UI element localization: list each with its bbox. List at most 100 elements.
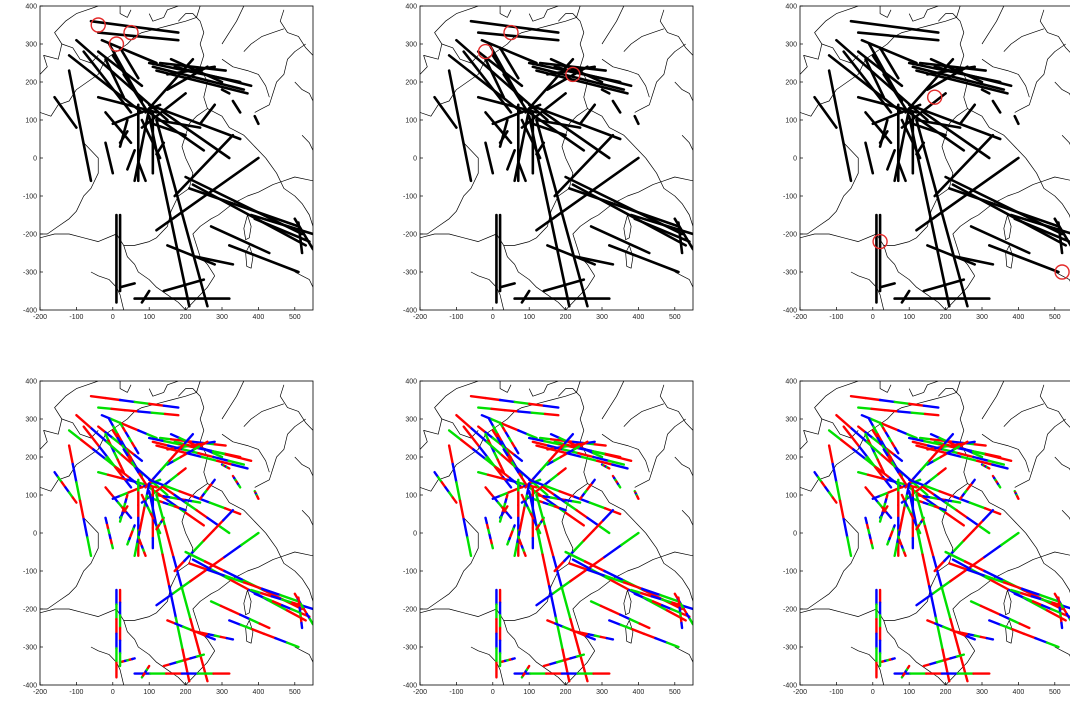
coastline bbox=[1014, 418, 1066, 488]
track-segment bbox=[608, 619, 623, 627]
track-segment bbox=[1045, 641, 1060, 649]
track-segment bbox=[989, 578, 1011, 592]
track-segment bbox=[965, 440, 976, 445]
track-segment bbox=[166, 446, 177, 451]
track-segment bbox=[258, 622, 271, 630]
track-segment bbox=[965, 635, 976, 641]
track-segment bbox=[835, 481, 842, 502]
track-segment bbox=[97, 425, 107, 434]
track-segment bbox=[1022, 632, 1037, 640]
track-segment bbox=[506, 540, 510, 546]
track-segment bbox=[163, 412, 180, 417]
track-segment bbox=[979, 604, 992, 612]
coastline bbox=[61, 418, 99, 439]
track-segment bbox=[496, 467, 511, 480]
track-segment bbox=[985, 636, 995, 641]
track-segment bbox=[561, 648, 571, 683]
track-segment bbox=[75, 414, 93, 430]
track-segment bbox=[638, 622, 651, 630]
track-segment bbox=[125, 511, 133, 519]
axes-frame bbox=[799, 380, 1070, 686]
y-tick-label: 200 bbox=[25, 80, 37, 87]
track-segment bbox=[876, 436, 884, 447]
track-segment bbox=[922, 495, 933, 499]
track-segment bbox=[116, 433, 124, 443]
track-segment bbox=[300, 621, 304, 630]
track-segment bbox=[866, 455, 877, 469]
coastline bbox=[40, 608, 117, 617]
coastline bbox=[558, 388, 581, 397]
coastline bbox=[800, 142, 859, 235]
coastline bbox=[265, 532, 313, 602]
track-segment bbox=[126, 540, 130, 546]
track bbox=[227, 244, 300, 274]
track-segment bbox=[997, 456, 1013, 462]
track bbox=[918, 61, 987, 72]
track-segment bbox=[640, 587, 662, 597]
track-segment bbox=[147, 490, 158, 525]
track-segment bbox=[955, 653, 965, 658]
track bbox=[484, 111, 513, 145]
track-segment bbox=[127, 488, 138, 494]
track-segment bbox=[199, 440, 209, 447]
track-segment bbox=[169, 496, 180, 500]
track-segment bbox=[592, 455, 610, 462]
y-tick-label: -300 bbox=[783, 270, 797, 277]
track bbox=[100, 38, 158, 65]
track-segment bbox=[140, 506, 146, 521]
track bbox=[951, 183, 1068, 247]
x-tick-label: 100 bbox=[903, 689, 915, 696]
coastline bbox=[119, 6, 132, 18]
track-segment bbox=[933, 559, 946, 573]
track-segment bbox=[558, 507, 567, 512]
track-segment bbox=[206, 568, 227, 578]
track-segment bbox=[147, 436, 166, 443]
coastline bbox=[420, 517, 479, 610]
track-segment bbox=[507, 488, 518, 494]
track-segment bbox=[147, 478, 166, 487]
track-segment bbox=[850, 427, 868, 443]
track-segment bbox=[1045, 609, 1067, 622]
track-segment bbox=[224, 453, 240, 459]
track-segment bbox=[905, 482, 911, 497]
coastline bbox=[1061, 509, 1070, 520]
track bbox=[498, 46, 520, 80]
y-tick-label: -400 bbox=[23, 683, 37, 690]
coastline bbox=[470, 271, 505, 310]
track-segment bbox=[151, 440, 170, 447]
y-tick-label: 200 bbox=[405, 455, 417, 462]
x-tick-label: 200 bbox=[180, 689, 192, 696]
y-tick-label: 400 bbox=[405, 379, 417, 386]
track-segment bbox=[248, 617, 261, 625]
track-segment bbox=[229, 609, 242, 616]
track-segment bbox=[172, 579, 192, 595]
track-segment bbox=[80, 438, 95, 451]
track-segment bbox=[535, 591, 555, 607]
panel-6: -200 -100 0 100 200 300 400 500 400 300 200 100 0 -10… bbox=[783, 379, 1070, 696]
x-tick-label: 200 bbox=[940, 689, 952, 696]
track-segment bbox=[147, 402, 165, 407]
track-segment bbox=[503, 408, 520, 413]
track-segment bbox=[75, 481, 82, 502]
y-tick-label: -400 bbox=[783, 308, 797, 315]
track-segment bbox=[999, 623, 1014, 631]
track-segment bbox=[160, 459, 171, 471]
track-segment bbox=[603, 569, 626, 582]
track-segment bbox=[111, 429, 119, 440]
track bbox=[860, 38, 918, 65]
track-segment bbox=[908, 490, 918, 525]
track bbox=[297, 221, 304, 255]
track-segment bbox=[619, 613, 632, 621]
track-segment bbox=[629, 588, 643, 595]
track-segment bbox=[681, 604, 693, 611]
track-segment bbox=[133, 453, 144, 462]
x-tick-label: 400 bbox=[1013, 689, 1025, 696]
y-tick-label: -400 bbox=[783, 683, 797, 690]
y-tick-label: 100 bbox=[25, 118, 37, 125]
track-segment bbox=[127, 425, 140, 432]
coastline bbox=[967, 483, 1026, 534]
y-tick-label: 300 bbox=[405, 42, 417, 49]
track-segment bbox=[212, 519, 225, 532]
track-segment bbox=[71, 496, 78, 504]
track-segment bbox=[477, 406, 493, 411]
